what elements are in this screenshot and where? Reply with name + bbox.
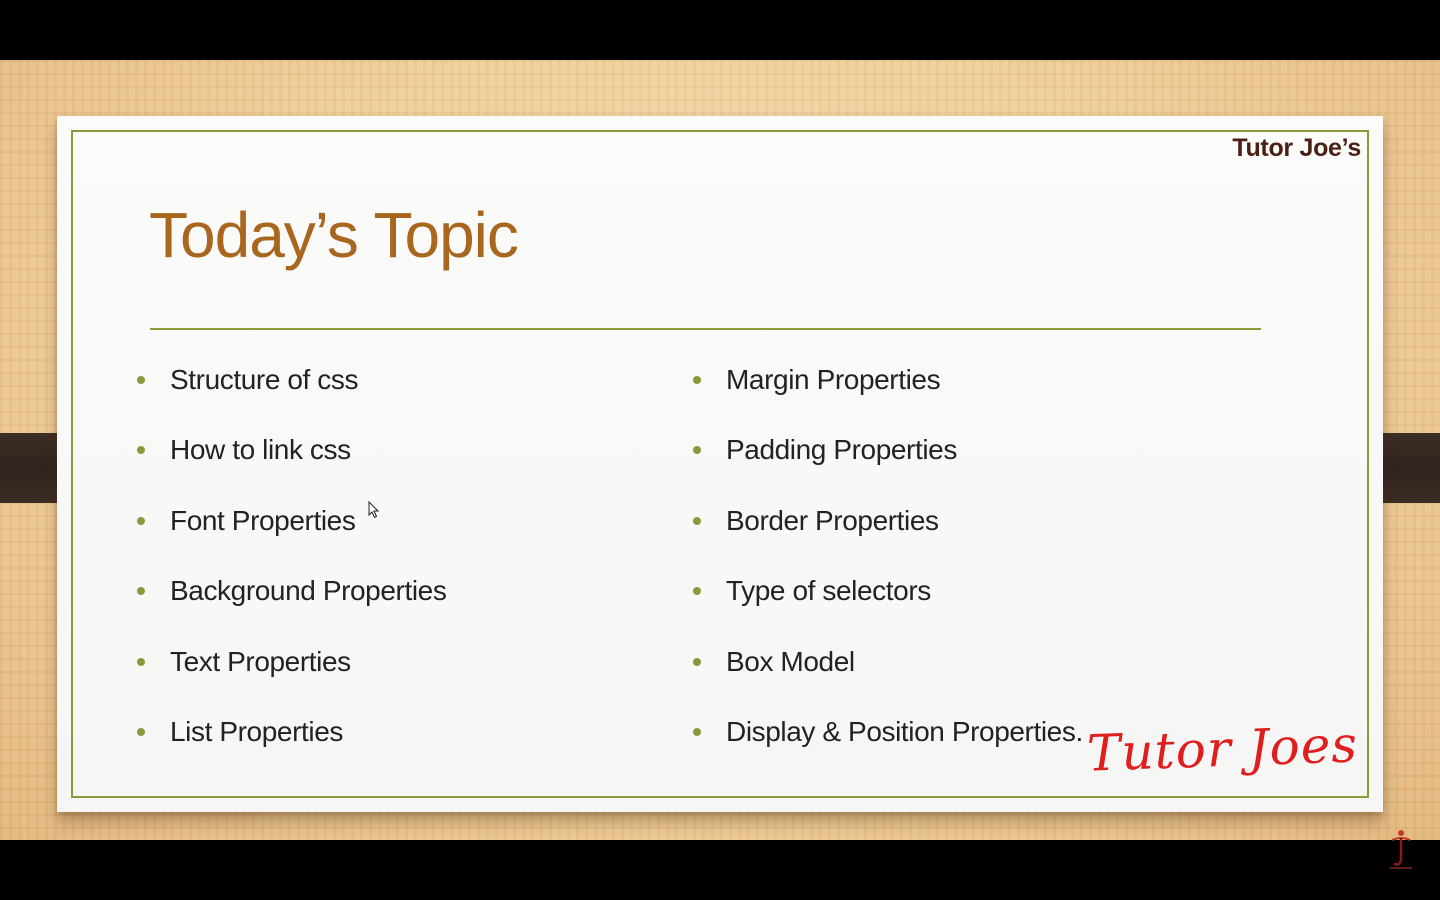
- list-item-label: Background Properties: [170, 575, 447, 607]
- list-item-label: Structure of css: [170, 364, 359, 395]
- list-item: Font Properties: [137, 505, 446, 575]
- bullet-icon: [693, 587, 701, 596]
- brand-header: Tutor Joe’s: [1232, 134, 1361, 162]
- list-item-label: List Properties: [170, 715, 343, 747]
- mouse-pointer-icon: [368, 501, 380, 519]
- bullet-icon: [137, 446, 145, 455]
- list-item-label: Padding Properties: [726, 434, 957, 466]
- list-item: Margin Properties: [693, 364, 1083, 434]
- signature-logo: Tutor Joes: [1086, 715, 1359, 783]
- list-item: Text Properties: [137, 646, 446, 716]
- bullet-icon: [693, 376, 701, 384]
- bullet-icon: [137, 657, 145, 666]
- list-item: Background Properties: [137, 575, 447, 645]
- list-item-label: Margin Properties: [726, 364, 941, 395]
- list-item-label: Border Properties: [726, 504, 939, 536]
- list-item: Box Model: [693, 646, 1083, 716]
- list-item-label: How to link css: [170, 434, 351, 466]
- list-item-label: Box Model: [726, 645, 855, 677]
- bullet-icon: [693, 516, 701, 525]
- list-item: Type of selectors: [693, 575, 1083, 645]
- bullet-icon: [693, 446, 701, 455]
- bullet-icon: [137, 516, 145, 525]
- slide-title: Today’s Topic: [149, 199, 519, 271]
- list-item-label: Display & Position Properties.: [726, 715, 1083, 747]
- bullet-icon: [137, 587, 145, 596]
- list-item-label: Type of selectors: [726, 575, 931, 607]
- bullet-icon: [137, 727, 145, 736]
- list-item: How to link css: [137, 434, 446, 504]
- list-item-label: Text Properties: [170, 645, 351, 677]
- slide-border: [71, 130, 1369, 798]
- list-item: Padding Properties: [693, 434, 1083, 504]
- bullet-icon: [693, 657, 701, 666]
- list-item: List Properties: [137, 716, 446, 786]
- topic-list-right: Margin Properties Padding Properties Bor…: [693, 364, 1083, 786]
- list-item: Structure of css: [137, 364, 446, 434]
- tutor-joes-logo-icon: [1390, 830, 1412, 869]
- bullet-icon: [137, 376, 145, 384]
- list-item: Border Properties: [693, 505, 1083, 575]
- list-item-label: Font Properties: [170, 504, 356, 536]
- topic-list-left: Structure of css How to link css Font Pr…: [137, 364, 447, 786]
- title-divider: [150, 328, 1261, 330]
- slide: Tutor Joe’s Today’s Topic Structure of c…: [57, 116, 1383, 812]
- list-item: Display & Position Properties.: [693, 716, 1083, 786]
- bullet-icon: [693, 727, 701, 736]
